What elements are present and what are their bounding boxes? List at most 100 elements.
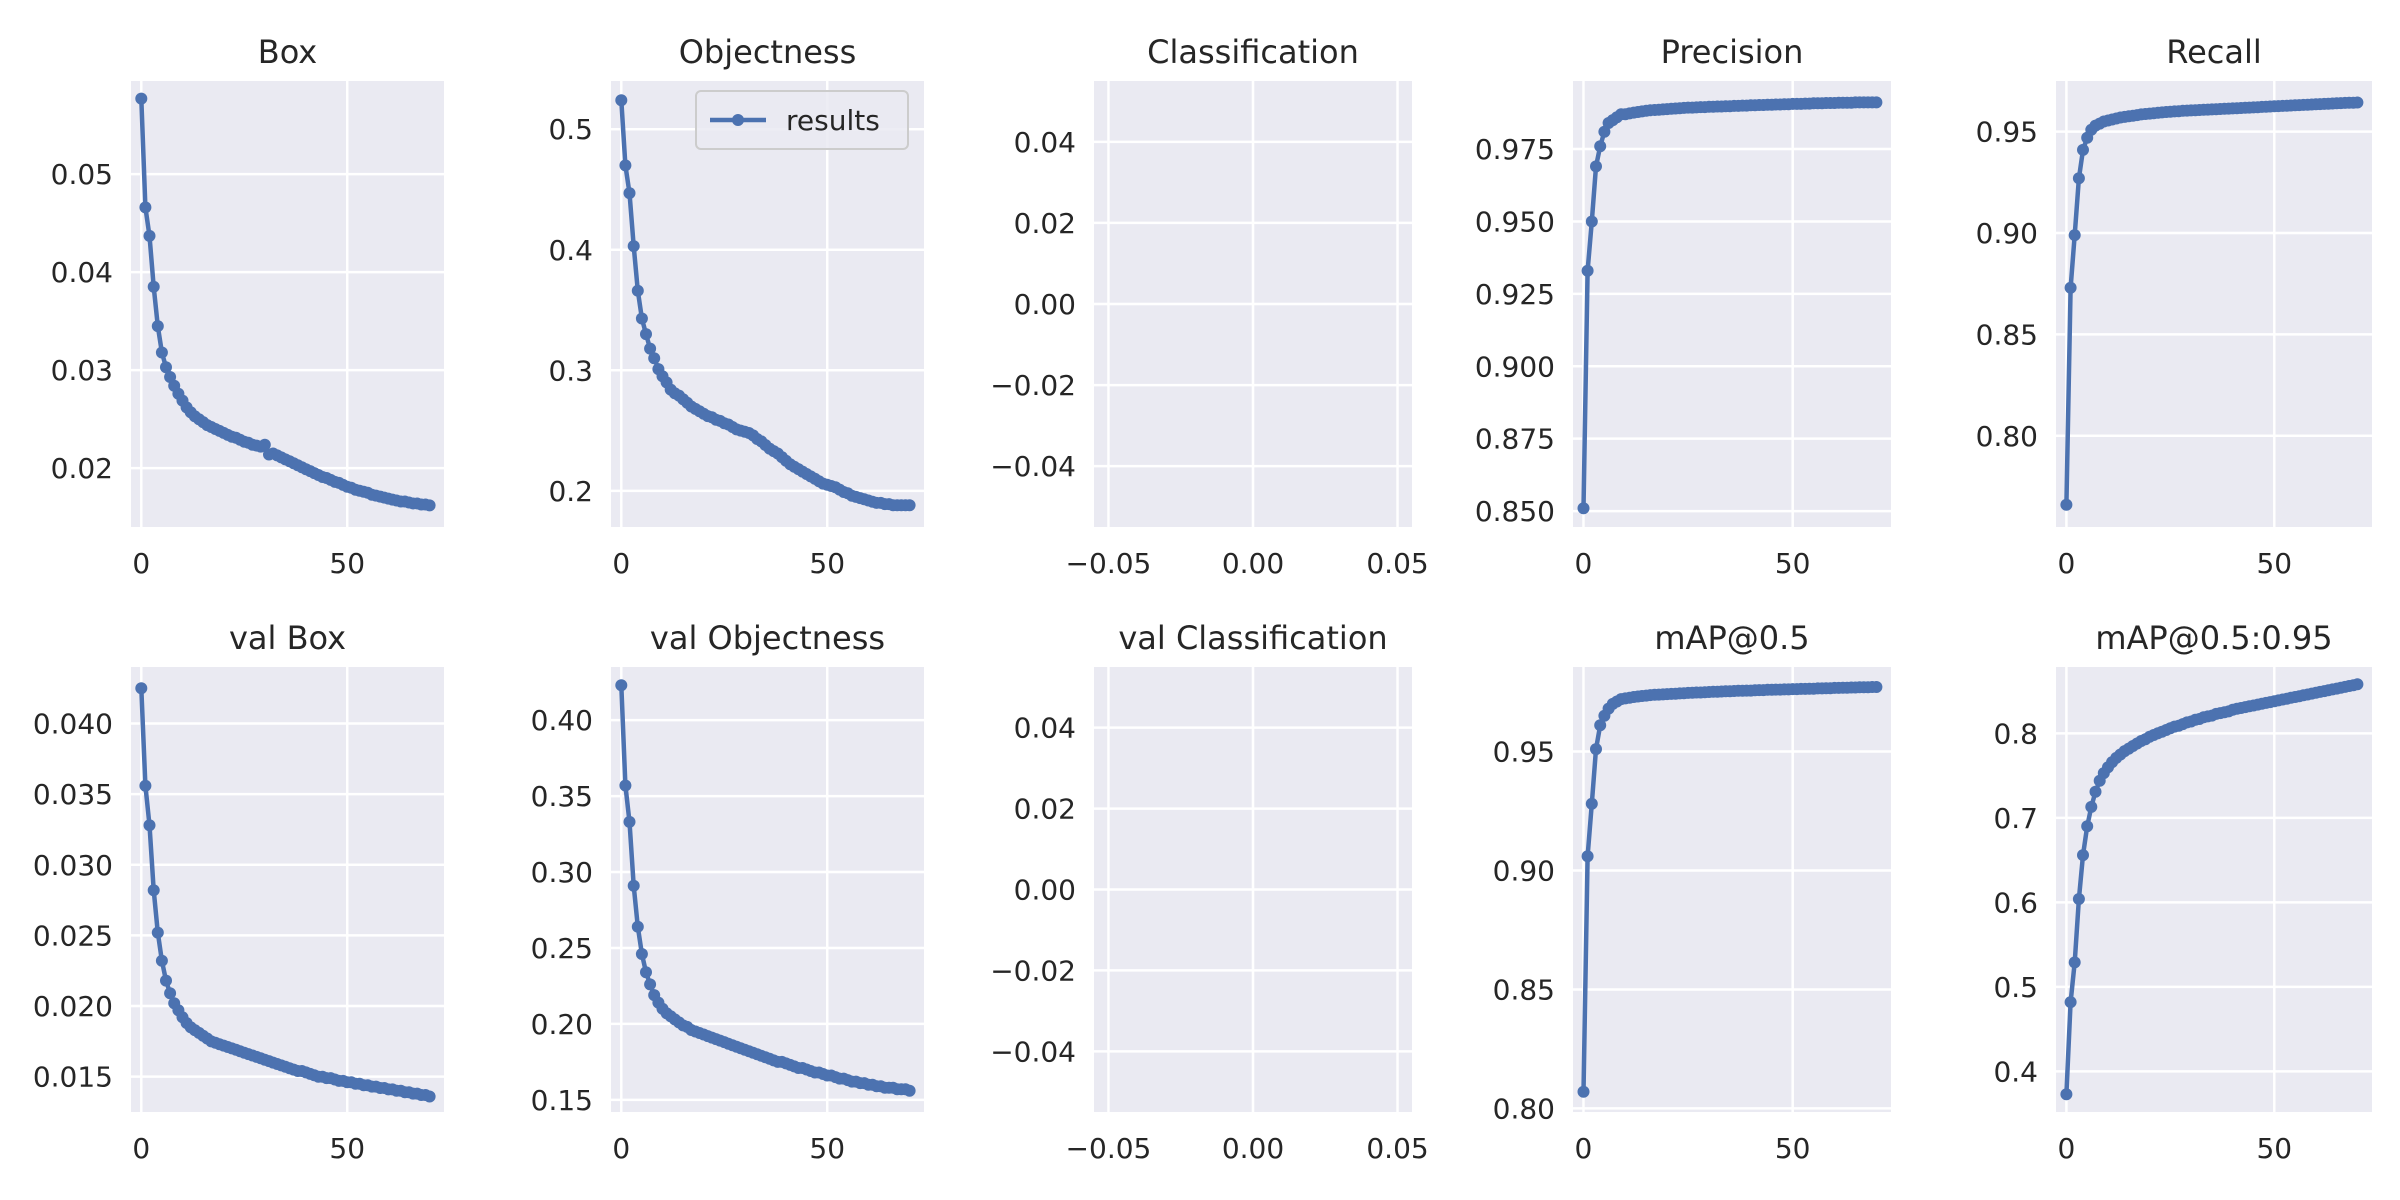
data-point — [2064, 996, 2077, 1009]
data-point — [155, 954, 168, 967]
data-point — [147, 280, 160, 293]
x-tick-label: 50 — [329, 547, 365, 580]
data-point — [1581, 264, 1594, 277]
data-point — [143, 819, 156, 832]
y-tick-label: 0.02 — [51, 452, 113, 485]
plot-area — [131, 81, 444, 527]
y-tick-label: 0.4 — [1993, 1055, 2038, 1088]
data-point — [2085, 800, 2098, 813]
data-point — [2077, 143, 2089, 156]
data-point — [151, 320, 164, 333]
y-tick-label: 0.30 — [531, 856, 593, 889]
plot-area — [2056, 81, 2372, 527]
y-tick-label: −0.02 — [990, 369, 1076, 402]
data-point — [135, 92, 148, 105]
y-tick-label: 0.02 — [1014, 793, 1076, 826]
x-tick-label: 0.00 — [1222, 547, 1284, 580]
x-tick-label: 0.05 — [1366, 547, 1428, 580]
x-tick-label: 50 — [809, 547, 845, 580]
data-point — [903, 1084, 916, 1097]
panel-title: Box — [258, 33, 317, 71]
y-tick-label: 0.950 — [1475, 205, 1555, 238]
data-point — [2068, 956, 2081, 969]
y-tick-label: 0.6 — [1993, 886, 2038, 919]
data-point — [2351, 96, 2364, 109]
data-point — [1577, 502, 1590, 515]
y-tick-label: −0.04 — [990, 1035, 1076, 1068]
y-tick-label: 0.03 — [51, 354, 113, 387]
y-tick-label: 0.85 — [1493, 973, 1555, 1006]
data-point — [164, 987, 177, 1000]
data-point — [631, 920, 644, 933]
data-point — [644, 978, 657, 991]
y-tick-label: 0.020 — [33, 990, 113, 1023]
data-point — [1577, 1085, 1590, 1098]
data-point — [644, 342, 657, 355]
y-tick-label: 0.95 — [1493, 735, 1555, 768]
x-tick-label: 0 — [132, 547, 150, 580]
y-tick-label: 0.35 — [531, 780, 593, 813]
data-point — [139, 201, 152, 214]
data-point — [619, 779, 632, 792]
x-tick-label: 50 — [1775, 547, 1811, 580]
legend-label: results — [786, 104, 880, 137]
panel-val-classification: −0.04 −0.02 0.00 0.02 0.04 −0.05 0.00 0.05 val C… — [990, 619, 1429, 1165]
data-point — [2077, 849, 2089, 862]
data-point — [1590, 160, 1602, 173]
data-point — [1594, 140, 1607, 153]
panel-title: Precision — [1661, 33, 1804, 71]
x-tick-label: 0 — [2057, 1132, 2075, 1165]
data-point — [139, 779, 152, 792]
y-tick-label: 0.04 — [1014, 712, 1076, 745]
data-point — [2060, 498, 2073, 511]
plot-area — [1573, 667, 1891, 1112]
data-point — [135, 682, 148, 695]
y-tick-label: 0.5 — [548, 113, 593, 146]
legend-marker — [732, 114, 744, 126]
data-point — [160, 361, 172, 374]
y-tick-label: 0.975 — [1475, 133, 1555, 166]
x-tick-label: 0 — [1575, 1132, 1593, 1165]
y-tick-label: 0.040 — [33, 708, 113, 741]
x-tick-label: 0 — [2057, 547, 2075, 580]
panel-objectness: 0.2 0.3 0.4 0.5 0 50 Objectness results — [548, 33, 924, 580]
panel-title: val Objectness — [650, 619, 885, 657]
y-tick-label: 0.90 — [1976, 217, 2038, 250]
panel-classification: −0.04 −0.02 0.00 0.02 0.04 −0.05 0.00 0.05 Class… — [990, 33, 1429, 580]
panel-title: Classification — [1147, 33, 1359, 71]
y-tick-label: 0.5 — [1993, 971, 2038, 1004]
data-point — [147, 884, 160, 897]
y-tick-label: 0.95 — [1976, 116, 2038, 149]
data-point — [627, 879, 640, 892]
data-point — [615, 94, 628, 107]
plot-area — [1573, 81, 1891, 527]
plot-area — [2056, 667, 2372, 1112]
data-point — [1585, 215, 1598, 228]
y-tick-label: 0.04 — [51, 256, 113, 289]
y-tick-label: 0.030 — [33, 849, 113, 882]
y-tick-label: 0.40 — [531, 704, 593, 737]
y-tick-label: 0.875 — [1475, 423, 1555, 456]
data-point — [1585, 797, 1598, 810]
y-tick-label: 0.25 — [531, 932, 593, 965]
y-tick-label: 0.4 — [548, 234, 593, 267]
data-point — [2060, 1088, 2073, 1101]
panel-precision: 0.850 0.875 0.900 0.925 0.950 0.975 0 50 Precisi… — [1475, 33, 1891, 580]
data-point — [155, 346, 168, 359]
panel-map-0-5-0-95: 0.4 0.5 0.6 0.7 0.8 0 50 mAP@0.5:0.95 — [1993, 619, 2372, 1165]
data-point — [2351, 678, 2364, 691]
x-tick-label: 0 — [1575, 547, 1593, 580]
legend: results — [695, 90, 909, 150]
data-point — [619, 159, 632, 172]
data-point — [640, 328, 652, 341]
data-point — [151, 926, 164, 939]
data-point — [623, 815, 636, 828]
data-point — [2081, 820, 2094, 833]
y-tick-label: 0.05 — [51, 158, 113, 191]
panel-recall: 0.80 0.85 0.90 0.95 0 50 Recall — [1976, 33, 2372, 580]
data-point — [631, 284, 644, 297]
y-tick-label: 0.035 — [33, 778, 113, 811]
panel-val-box: 0.015 0.020 0.025 0.030 0.035 0.040 0 50 val Box — [33, 619, 444, 1165]
panel-title: Objectness — [679, 33, 857, 71]
